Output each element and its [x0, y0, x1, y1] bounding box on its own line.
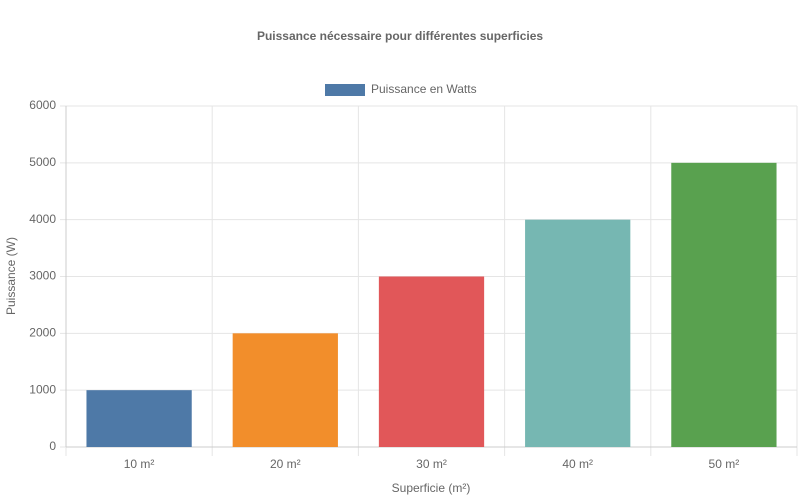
- x-tick-label: 10 m²: [124, 457, 155, 471]
- legend-label: Puissance en Watts: [371, 82, 477, 96]
- y-tick-label: 1000: [29, 382, 56, 396]
- y-axis-label: Puissance (W): [4, 237, 18, 315]
- y-tick-label: 2000: [29, 326, 56, 340]
- x-tick-label: 50 m²: [709, 457, 740, 471]
- bar: [378, 276, 485, 447]
- y-tick-label: 3000: [29, 269, 56, 283]
- x-tick-label: 30 m²: [416, 457, 447, 471]
- bar: [525, 219, 631, 447]
- x-axis-label: Superficie (m²): [392, 481, 471, 495]
- chart-title: Puissance nécessaire pour différentes su…: [257, 29, 543, 43]
- legend-swatch: [325, 84, 365, 96]
- y-tick-label: 0: [49, 439, 56, 453]
- x-tick-label: 40 m²: [562, 457, 593, 471]
- y-tick-label: 4000: [29, 212, 56, 226]
- y-tick-label: 5000: [29, 155, 56, 169]
- y-tick-label: 6000: [29, 98, 56, 112]
- bar: [671, 162, 777, 448]
- bar: [232, 333, 338, 447]
- bar: [86, 390, 192, 447]
- x-tick-label: 20 m²: [270, 457, 301, 471]
